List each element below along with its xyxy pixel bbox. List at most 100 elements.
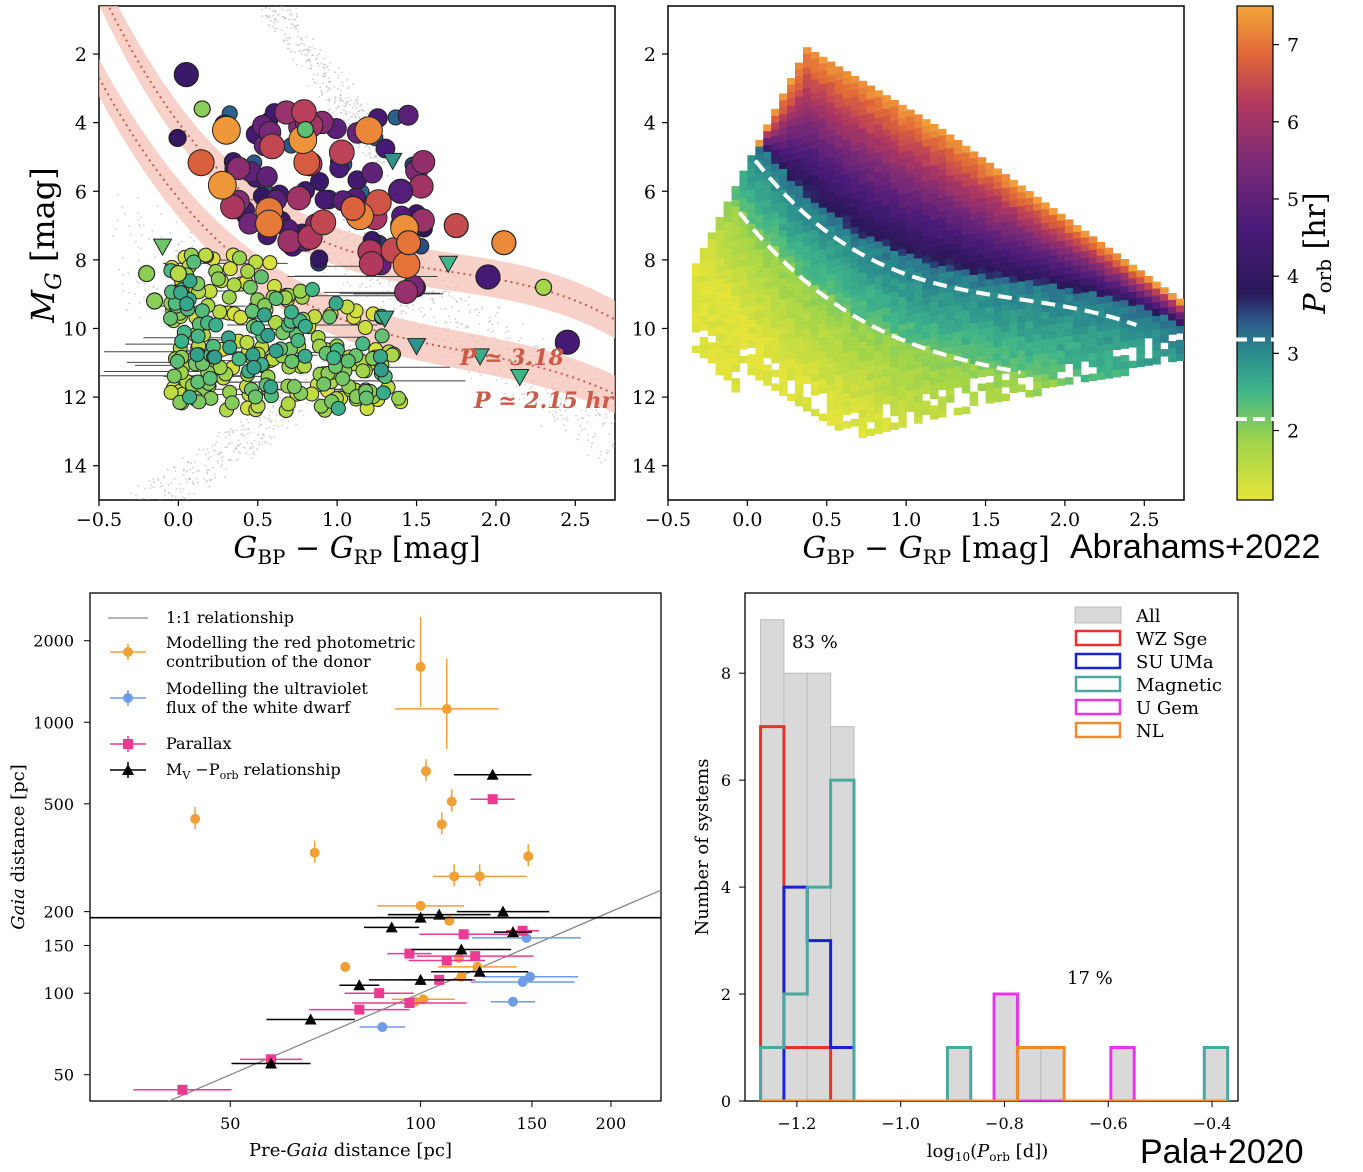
heatmap-cell [843,250,852,257]
heatmap-cell [811,244,820,251]
gaia-star-point [247,433,249,435]
heatmap-cell [827,384,836,391]
heatmap-cell [851,398,860,405]
heatmap-cell [803,95,812,102]
heatmap-cell [1105,357,1114,364]
heatmap-cell [771,322,780,329]
heatmap-cell [795,172,804,179]
heatmap-cell [930,378,939,385]
heatmap-cell [993,244,1002,251]
heatmap-cell [1160,287,1169,294]
heatmap-cell [779,162,788,169]
gaia-star-point [286,27,288,29]
heatmap-cell [890,134,899,141]
heatmap-cell [1033,272,1042,279]
heatmap-cell [938,403,947,410]
heatmap-cell [851,90,860,97]
heatmap-cell [795,364,804,371]
cmd-observed-xtick-label: 1.5 [401,509,431,531]
heatmap-cell [930,220,939,227]
heatmap-cell [1105,344,1114,351]
heatmap-cell [874,358,883,365]
heatmap-cell [1017,336,1026,343]
gaia-star-point [341,81,343,83]
heatmap-cell [938,170,947,177]
heatmap-cell [954,168,963,175]
cv-point [169,129,186,146]
heatmap-cell [882,363,891,370]
gaia-star-point [284,33,286,35]
heatmap-cell [811,210,820,217]
heatmap-cell [946,375,955,382]
heatmap-cell [795,399,804,406]
heatmap-cell [890,114,899,121]
heatmap-cell [803,164,812,171]
gaia-star-point [469,311,471,313]
gaia-star-point [334,100,336,102]
heatmap-cell [859,266,868,273]
heatmap-cell [1144,317,1153,324]
gaia-star-point [379,161,381,163]
heatmap-cell [755,346,764,353]
heatmap-cell [946,183,955,190]
gaia-star-point [203,449,205,451]
heatmap-cell [811,121,820,128]
heatmap-cell [914,396,923,403]
cmd-observed-ytick-label: 14 [63,456,87,478]
heatmap-cell [708,280,717,287]
heatmap-cell [851,83,860,90]
cv-point [225,396,239,410]
gaia-star-point [401,310,403,312]
heatmap-cell [787,332,796,339]
cmd-observed-ytick-label: 2 [75,44,87,66]
heatmap-cell [993,203,1002,210]
heatmap-cell [882,191,891,198]
heatmap-cell [922,160,931,167]
heatmap-cell [922,167,931,174]
heatmap-cell [819,215,828,222]
heatmap-cell [755,147,764,154]
heatmap-cell [851,405,860,412]
heatmap-cell [843,195,852,202]
heatmap-cell [843,78,852,85]
heatmap-cell [1001,263,1010,270]
heatmap-cell [771,171,780,178]
heatmap-cell [898,317,907,324]
heatmap-cell [827,164,836,171]
heatmap-cell [1120,293,1129,300]
heatmap-cell [811,134,820,141]
heatmap-cell [1160,294,1169,301]
heatmap-cell [898,249,907,256]
cmd-observed-ytick-label: 12 [63,387,87,409]
distance-point [404,998,414,1008]
heatmap-cell [882,253,891,260]
heatmap-cell [906,295,915,302]
heatmap-cell [978,157,987,164]
heatmap-cell [819,187,828,194]
heatmap-cell [843,71,852,78]
gaia-star-point [192,472,194,474]
gaia-star-point [378,157,380,159]
heatmap-cell [1041,346,1050,353]
heatmap-cell [755,277,764,284]
cv-point [359,252,383,276]
heatmap-cell [803,356,812,363]
heatmap-cell [835,272,844,279]
heatmap-cell [859,307,868,314]
gaia-star-point [245,452,247,454]
gaia-star-point [418,308,420,310]
heatmap-cell [922,263,931,270]
gaia-star-point [420,311,422,313]
heatmap-cell [906,116,915,123]
heatmap-cell [1025,328,1034,335]
heatmap-cell [914,416,923,423]
heatmap-cell [1001,352,1010,359]
gaia-star-point [144,300,146,302]
cv-point [373,350,387,364]
heatmap-cell [811,189,820,196]
distance-ytick-label: 150 [43,936,74,955]
heatmap-cell [993,374,1002,381]
distance-xtick-label: 100 [405,1114,436,1133]
heatmap-cell [1081,258,1090,265]
heatmap-cell [803,54,812,61]
